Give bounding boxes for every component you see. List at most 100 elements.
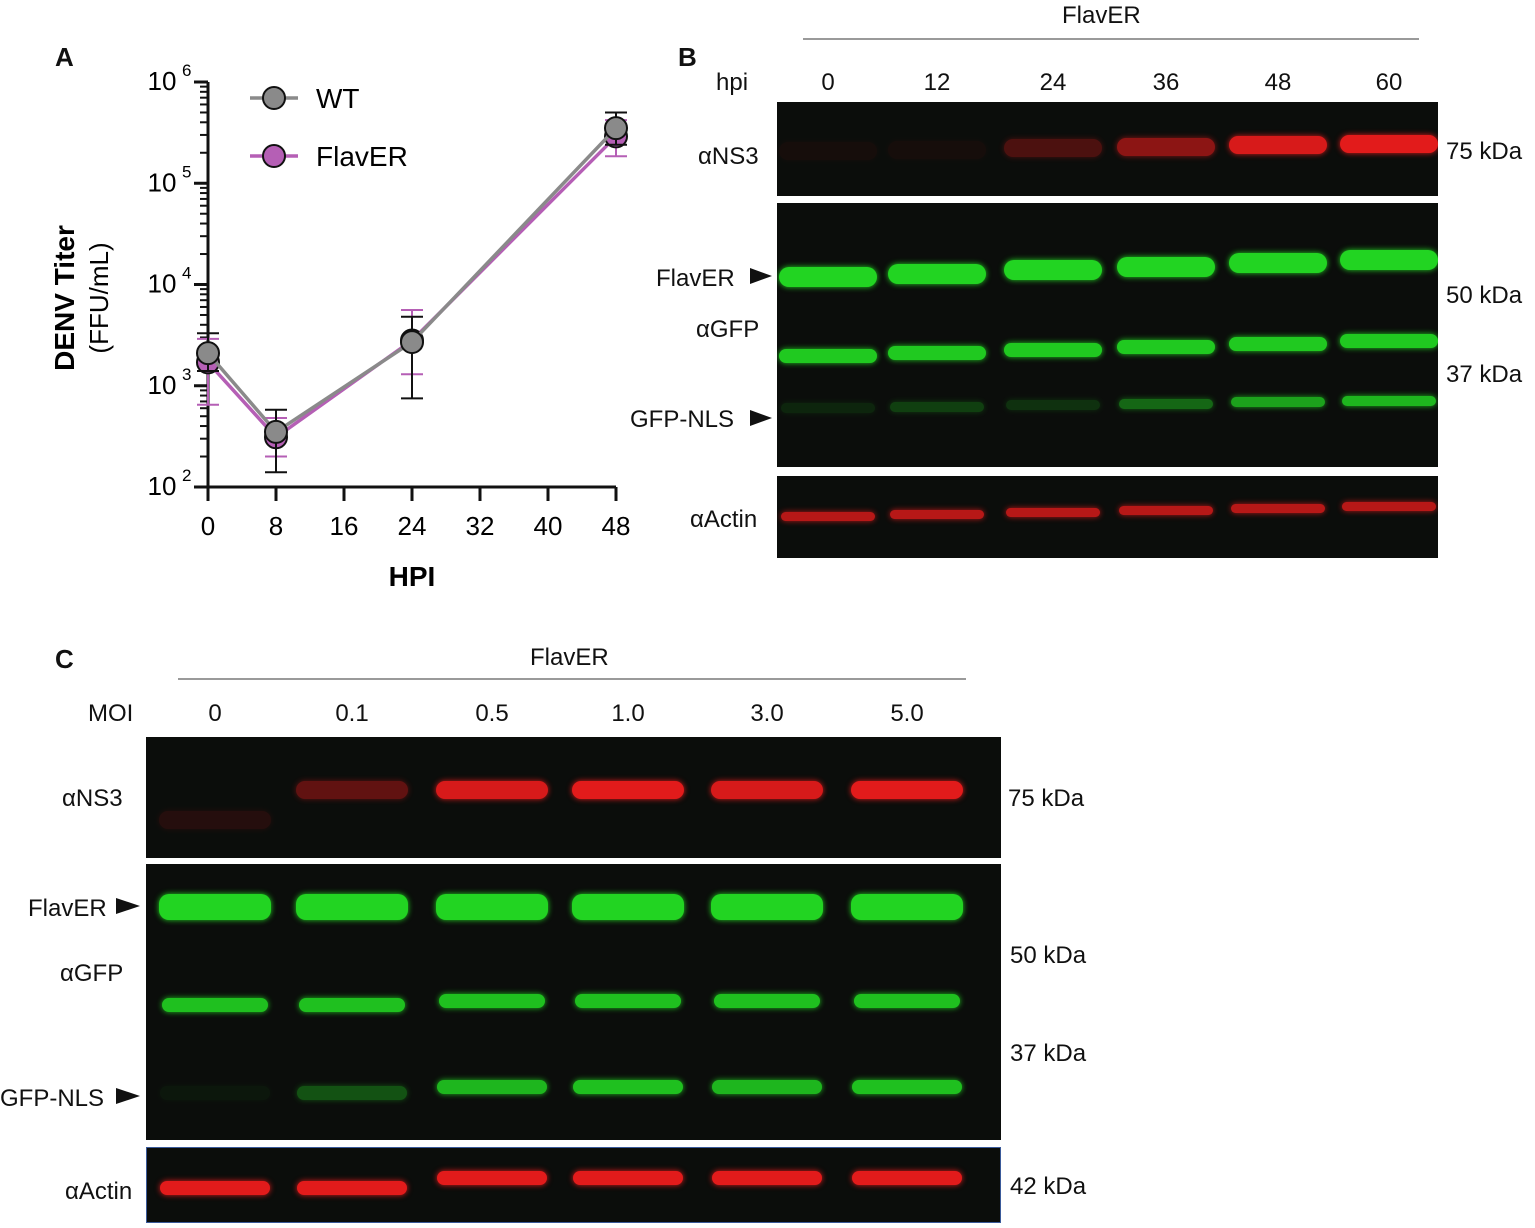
data-point <box>196 341 220 366</box>
flaver-band <box>296 894 408 920</box>
panel-c-group-line <box>178 678 966 680</box>
flaver-band <box>572 894 684 920</box>
panel-b-blot-actin <box>777 476 1438 558</box>
legend-marker <box>262 86 286 110</box>
arrow-right-icon <box>750 268 772 284</box>
x-tick-label: 32 <box>466 511 495 541</box>
panel-b-axis-label: hpi <box>716 69 749 96</box>
gfp-nls-band <box>1006 400 1100 410</box>
actin-band <box>712 1171 822 1185</box>
gfp-nls-band <box>573 1080 683 1094</box>
panel-c-row-actin: αActin <box>65 1178 133 1205</box>
x-tick-label: 48 <box>602 511 631 541</box>
actin-band <box>781 512 875 521</box>
panel-b-marker-37: 37 kDa <box>1446 361 1523 388</box>
flaver-band <box>779 267 877 287</box>
panel-a-chart: 10 2 10 3 10 4 10 5 10 6 0 8 16 24 32 40 48 WT FlavER DEN… <box>49 61 631 592</box>
legend-label: FlavER <box>316 141 408 172</box>
y-tick-label: 10 <box>148 370 177 400</box>
arrow-right-icon <box>116 1088 140 1104</box>
panel-b-marker-50: 50 kDa <box>1446 282 1523 309</box>
flaver-band <box>1229 253 1327 273</box>
panel-c-blot-actin <box>146 1147 1001 1223</box>
panel-b-blot-ns3 <box>777 102 1438 196</box>
gfp-band <box>1229 337 1327 351</box>
chart-xlabel: HPI <box>389 561 436 592</box>
panel-c-axis-label: MOI <box>88 700 134 727</box>
chart-ylabel-unit: (FFU/mL) <box>84 242 114 353</box>
panel-c-row-flaver: FlavER <box>28 895 107 922</box>
actin-band <box>160 1181 270 1195</box>
x-tick-label: 40 <box>534 511 563 541</box>
lane-label: 5.0 <box>890 700 924 727</box>
actin-band <box>1119 506 1213 515</box>
y-tick-label: 10 <box>148 66 177 96</box>
flaver-band <box>1340 249 1438 270</box>
chart-series <box>196 111 628 474</box>
ns3-band <box>1229 136 1327 154</box>
panel-b-row-gfp-nls: GFP-NLS <box>630 406 735 433</box>
panel-c-marker-37: 37 kDa <box>1010 1040 1087 1067</box>
y-tick-exponent: 4 <box>182 264 191 283</box>
ns3-band <box>572 781 684 799</box>
ns3-band <box>296 781 408 799</box>
chart-ylabel-bold: DENV Titer <box>49 225 80 371</box>
gfp-band <box>1117 340 1215 354</box>
chart-axes: 10 2 10 3 10 4 10 5 10 6 0 8 16 24 32 40 48 <box>148 61 631 541</box>
actin-band <box>297 1181 407 1195</box>
panel-b-row-flaver: FlavER <box>656 265 735 292</box>
lane-label: 1.0 <box>611 700 645 727</box>
lane-label: 0.1 <box>335 700 369 727</box>
data-point <box>400 330 424 355</box>
lane-label: 60 <box>1375 69 1403 96</box>
gfp-nls-band <box>1342 395 1436 406</box>
flaver-band <box>1117 256 1215 277</box>
gfp-band <box>575 994 681 1008</box>
y-tick-exponent: 3 <box>182 365 191 384</box>
gfp-nls-band <box>1231 397 1325 407</box>
gfp-band <box>162 998 268 1012</box>
flaver-band <box>888 263 986 284</box>
gfp-band <box>1340 334 1438 348</box>
x-tick-label: 0 <box>201 511 215 541</box>
gfp-nls-band <box>1119 398 1213 409</box>
data-point <box>264 419 288 444</box>
gfp-band <box>854 994 960 1008</box>
gfp-band <box>439 994 545 1008</box>
lane-label: 3.0 <box>750 700 784 727</box>
ns3-band <box>851 781 963 799</box>
data-point <box>604 116 628 141</box>
flaver-band <box>436 894 548 920</box>
panel-c-blot-gfp <box>146 864 1001 1140</box>
lane-label: 0 <box>821 69 835 96</box>
actin-band <box>1231 504 1325 513</box>
gfp-nls-band <box>852 1080 962 1094</box>
gfp-band <box>779 349 877 363</box>
panel-c-row-ns3: αNS3 <box>62 785 123 812</box>
arrow-right-icon <box>750 410 772 426</box>
ns3-band <box>1340 134 1438 153</box>
y-tick-exponent: 6 <box>182 61 191 80</box>
panel-c-row-gfp-nls: GFP-NLS <box>0 1085 105 1112</box>
panel-b-group-line <box>803 38 1419 40</box>
panel-c-marker-50: 50 kDa <box>1010 942 1087 969</box>
lane-label: 24 <box>1039 69 1067 96</box>
panel-b-marker-75: 75 kDa <box>1446 138 1523 165</box>
panel-c-group-label: FlavER <box>530 644 609 671</box>
gfp-nls-band <box>437 1080 547 1094</box>
panel-c-marker-42: 42 kDa <box>1010 1173 1087 1200</box>
gfp-nls-band <box>712 1080 822 1094</box>
ns3-band <box>436 781 548 799</box>
series-line-wt <box>206 126 618 435</box>
x-tick-label: 16 <box>330 511 359 541</box>
panel-b-row-ns3: αNS3 <box>698 143 759 170</box>
actin-band <box>890 510 984 519</box>
actin-band <box>1342 502 1436 511</box>
ns3-band <box>888 140 986 159</box>
panel-b-group-label: FlavER <box>1062 2 1141 29</box>
flaver-band <box>711 894 823 920</box>
lane-label: 12 <box>923 69 951 96</box>
panel-b-row-actin: αActin <box>690 506 758 533</box>
y-tick-label: 10 <box>148 471 177 501</box>
gfp-band <box>888 346 986 360</box>
